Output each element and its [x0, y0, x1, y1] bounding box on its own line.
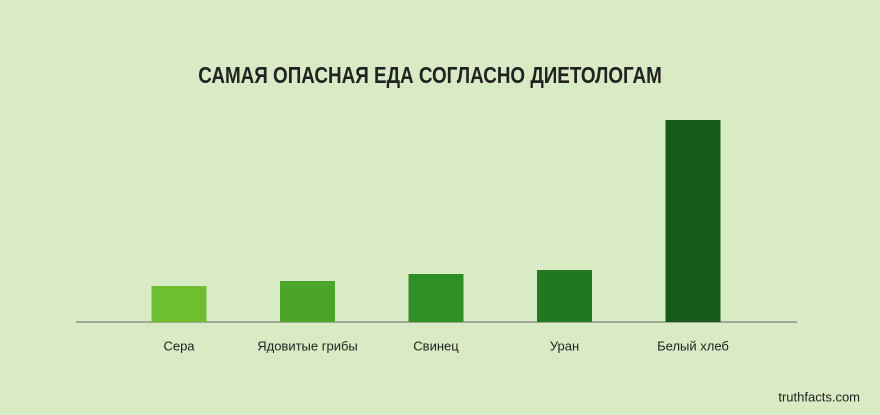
x-tick-label: Уран — [550, 338, 579, 353]
bar — [537, 270, 592, 322]
chart-title: САМАЯ ОПАСНАЯ ЕДА СОГЛАСНО ДИЕТОЛОГАМ — [198, 63, 662, 88]
bar — [151, 286, 207, 322]
bar — [280, 281, 335, 322]
x-tick-label: Белый хлеб — [657, 338, 729, 353]
x-tick-label: Сера — [163, 338, 195, 353]
bar — [408, 274, 464, 322]
x-tick-label: Ядовитые грибы — [257, 338, 358, 353]
x-tick-label: Свинец — [413, 338, 459, 353]
bar — [665, 120, 721, 322]
footer: truthfacts.com — [778, 389, 860, 404]
